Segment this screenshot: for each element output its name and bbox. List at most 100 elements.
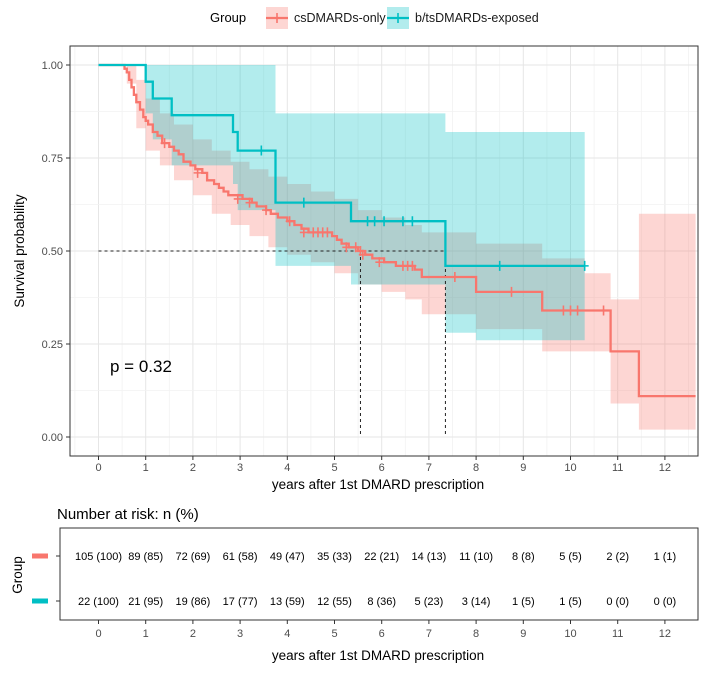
censor-mark-0-10 bbox=[323, 227, 332, 238]
censor-mark-0-5 bbox=[285, 216, 294, 227]
legend-item-1: b/tsDMARDs-exposed bbox=[387, 7, 539, 29]
censor-mark-0-4 bbox=[262, 205, 271, 216]
y-tick-label-4: 1.00 bbox=[42, 60, 63, 72]
risk-x-tick-label-5: 5 bbox=[331, 628, 337, 640]
risk-cell-1-0: 22 (100) bbox=[78, 596, 119, 608]
risk-x-tick-label-12: 12 bbox=[659, 628, 671, 640]
risk-cell-0-5: 35 (33) bbox=[317, 551, 352, 563]
y-tick-label-2: 0.50 bbox=[42, 246, 63, 258]
risk-cell-0-7: 14 (13) bbox=[411, 551, 446, 563]
x-tick-label-11: 11 bbox=[612, 462, 623, 474]
x-tick-label-0: 0 bbox=[95, 462, 101, 474]
censor-mark-1-5 bbox=[398, 216, 407, 227]
median-reference-lines bbox=[98, 250, 446, 437]
risk-cell-0-8: 11 (10) bbox=[459, 551, 493, 563]
x-tick-label-12: 12 bbox=[659, 462, 671, 474]
risk-x-tick-label-11: 11 bbox=[612, 628, 623, 640]
risk-cell-1-5: 12 (55) bbox=[317, 596, 352, 608]
risk-cell-0-1: 89 (85) bbox=[128, 551, 163, 563]
risk-cell-0-12: 1 (1) bbox=[654, 551, 677, 563]
plot-panel: p = 0.32 bbox=[69, 45, 699, 457]
censor-mark-0-19 bbox=[450, 272, 459, 283]
y-axis-label: Survival probability bbox=[12, 194, 27, 308]
risk-table-panel bbox=[59, 527, 699, 621]
risk-cell-1-12: 0 (0) bbox=[654, 596, 677, 608]
risk-cell-1-1: 21 (95) bbox=[128, 596, 163, 608]
x-tick-label-9: 9 bbox=[520, 462, 526, 474]
risk-cell-1-11: 0 (0) bbox=[606, 596, 629, 608]
censor-mark-0-21 bbox=[559, 305, 568, 316]
risk-cell-1-9: 1 (5) bbox=[512, 596, 535, 608]
censor-mark-1-2 bbox=[363, 216, 372, 227]
x-tick-label-5: 5 bbox=[331, 462, 337, 474]
risk-cell-1-8: 3 (14) bbox=[462, 596, 491, 608]
x-axis-label: years after 1st DMARD prescription bbox=[272, 477, 484, 492]
censor-mark-0-0 bbox=[160, 138, 169, 149]
x-tick-label-2: 2 bbox=[190, 462, 196, 474]
censor-mark-1-6 bbox=[408, 216, 417, 227]
y-axis: 0.00 0.25 0.50 0.75 1.00 bbox=[42, 60, 70, 444]
risk-x-tick-label-0: 0 bbox=[95, 628, 101, 640]
x-tick-label-4: 4 bbox=[284, 462, 290, 474]
risk-x-tick-label-1: 1 bbox=[143, 628, 149, 640]
censor-mark-0-24 bbox=[599, 305, 608, 316]
risk-cell-0-4: 49 (47) bbox=[270, 551, 305, 563]
risk-cell-0-3: 61 (58) bbox=[223, 551, 258, 563]
x-tick-label-3: 3 bbox=[237, 462, 243, 474]
risk-cell-1-2: 19 (86) bbox=[175, 596, 210, 608]
censor-mark-0-14 bbox=[358, 249, 367, 260]
survival-curve-0 bbox=[98, 63, 696, 398]
y-tick-label-0: 0.00 bbox=[42, 432, 63, 444]
risk-cell-1-3: 17 (77) bbox=[223, 596, 258, 608]
grid bbox=[70, 46, 698, 456]
risk-cell-0-11: 2 (2) bbox=[606, 551, 629, 563]
risk-x-tick-label-3: 3 bbox=[237, 628, 243, 640]
risk-cell-0-2: 72 (69) bbox=[175, 551, 210, 563]
risk-cell-0-9: 8 (8) bbox=[512, 551, 535, 563]
x-tick-label-10: 10 bbox=[564, 462, 576, 474]
censor-mark-0-1 bbox=[193, 167, 202, 178]
censor-mark-0-6 bbox=[299, 227, 308, 238]
x-tick-label-1: 1 bbox=[143, 462, 149, 474]
censor-mark-1-3 bbox=[370, 216, 379, 227]
censor-mark-1-1 bbox=[299, 197, 308, 208]
risk-table-y-label: Group bbox=[10, 556, 25, 594]
risk-cell-0-10: 5 (5) bbox=[559, 551, 582, 563]
risk-table: Number at risk: n (%) 105 (100) 89 (85) 72… bbox=[10, 506, 699, 663]
censor-mark-0-12 bbox=[351, 242, 360, 253]
censor-marks bbox=[160, 138, 608, 316]
censor-mark-0-11 bbox=[342, 242, 351, 253]
risk-x-tick-label-6: 6 bbox=[379, 628, 385, 640]
risk-x-tick-label-8: 8 bbox=[473, 628, 479, 640]
censor-mark-1-7 bbox=[495, 260, 504, 271]
risk-cell-0-0: 105 (100) bbox=[75, 551, 122, 563]
risk-cell-1-7: 5 (23) bbox=[415, 596, 444, 608]
censor-mark-0-18 bbox=[408, 260, 417, 271]
censor-mark-0-22 bbox=[566, 305, 575, 316]
x-tick-label-8: 8 bbox=[473, 462, 479, 474]
risk-cell-1-6: 8 (36) bbox=[367, 596, 396, 608]
legend-title: Group bbox=[210, 10, 246, 25]
legend-label-1: b/tsDMARDs-exposed bbox=[415, 11, 539, 25]
censor-mark-0-20 bbox=[507, 286, 516, 297]
legend: Group csDMARDs-only b/tsDMARDs-exposed bbox=[210, 7, 539, 29]
risk-x-tick-label-4: 4 bbox=[284, 628, 290, 640]
risk-table-x-label: years after 1st DMARD prescription bbox=[272, 648, 484, 663]
censor-mark-0-15 bbox=[375, 257, 384, 268]
y-tick-label-3: 0.75 bbox=[42, 153, 63, 165]
risk-cell-0-6: 22 (21) bbox=[364, 551, 399, 563]
risk-x-tick-label-7: 7 bbox=[426, 628, 432, 640]
risk-x-tick-label-10: 10 bbox=[564, 628, 576, 640]
x-tick-label-7: 7 bbox=[426, 462, 432, 474]
censor-mark-0-3 bbox=[245, 197, 254, 208]
x-axis: 0 1 2 3 4 5 6 7 8 9 10 11 12 bbox=[95, 456, 671, 474]
risk-table-x-axis: 0 1 2 3 4 5 6 7 8 9 10 11 12 bbox=[95, 620, 671, 640]
risk-x-tick-label-2: 2 bbox=[190, 628, 196, 640]
censor-mark-1-8 bbox=[580, 260, 589, 271]
risk-table-group-keys bbox=[32, 553, 60, 604]
y-tick-label-1: 0.25 bbox=[42, 339, 63, 351]
ci-band-0 bbox=[98, 65, 696, 430]
risk-cell-1-10: 1 (5) bbox=[559, 596, 582, 608]
